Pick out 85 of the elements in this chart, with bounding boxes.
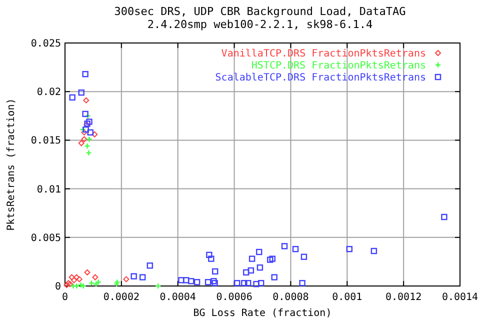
point bbox=[82, 110, 88, 118]
point bbox=[78, 140, 84, 146]
y-tick-label: 0 bbox=[54, 282, 61, 292]
point bbox=[84, 269, 90, 276]
y-tick-label: 0.005 bbox=[30, 232, 61, 244]
point bbox=[146, 262, 154, 269]
point bbox=[139, 274, 146, 280]
point bbox=[82, 126, 89, 133]
point bbox=[69, 94, 76, 101]
point bbox=[281, 243, 288, 250]
point bbox=[204, 279, 212, 286]
y-tick-label: 0.025 bbox=[30, 38, 61, 50]
point bbox=[64, 282, 70, 288]
point bbox=[253, 280, 260, 288]
chart-subtitle: 2.4.20smp web100-2.2.1, sk98-6.1.4 bbox=[147, 18, 373, 31]
point bbox=[71, 277, 78, 284]
point bbox=[188, 278, 194, 284]
point bbox=[258, 280, 264, 286]
legend-label: HSTCP.DRS FractionPktsRetrans bbox=[251, 60, 426, 72]
x-axis-title: BG Loss Rate (fraction) bbox=[193, 308, 332, 319]
point bbox=[130, 273, 137, 280]
point bbox=[256, 264, 264, 271]
point bbox=[155, 282, 162, 290]
point bbox=[243, 269, 250, 276]
point bbox=[267, 256, 274, 263]
point bbox=[84, 142, 90, 150]
point bbox=[182, 277, 190, 284]
point bbox=[370, 248, 378, 254]
point bbox=[212, 280, 218, 286]
chart-title: 300sec DRS, UDP CBR Background Load, DataTAG bbox=[114, 5, 406, 18]
x-tick-label: 0.0012 bbox=[386, 292, 422, 303]
point bbox=[86, 150, 92, 156]
point bbox=[73, 282, 80, 290]
point bbox=[81, 136, 88, 142]
point bbox=[67, 281, 74, 288]
point bbox=[245, 280, 252, 286]
point bbox=[80, 282, 86, 290]
y-tick-label: 0.015 bbox=[30, 136, 61, 147]
x-tick-label: 0.001 bbox=[332, 292, 362, 303]
point bbox=[80, 126, 86, 133]
point bbox=[78, 282, 84, 288]
x-tick-label: 0.0002 bbox=[103, 292, 140, 303]
point bbox=[76, 276, 82, 282]
legend-label: VanillaTCP.DRS FractionPktsRetrans bbox=[221, 48, 426, 60]
point bbox=[271, 274, 278, 280]
point bbox=[292, 246, 299, 252]
point bbox=[83, 97, 90, 104]
point bbox=[74, 274, 80, 280]
point bbox=[86, 136, 92, 142]
point bbox=[210, 278, 217, 284]
point bbox=[114, 279, 120, 286]
point bbox=[92, 274, 98, 280]
y-tick-label: 0.01 bbox=[36, 184, 61, 196]
point bbox=[70, 282, 76, 290]
point bbox=[346, 246, 352, 252]
point bbox=[86, 118, 92, 125]
point bbox=[194, 279, 200, 286]
point bbox=[256, 248, 262, 256]
y-tick-label: 0.02 bbox=[36, 87, 61, 98]
point bbox=[299, 280, 306, 286]
point bbox=[206, 252, 212, 258]
point bbox=[92, 131, 98, 138]
point bbox=[78, 89, 84, 96]
legend-label: ScalableTCP.DRS FractionPktsRetrans bbox=[215, 72, 426, 84]
point bbox=[123, 276, 130, 282]
x-tick-label: 0.0004 bbox=[160, 292, 196, 303]
point bbox=[300, 254, 308, 260]
point bbox=[269, 256, 276, 262]
point bbox=[212, 268, 218, 275]
x-tick-label: 0 bbox=[62, 292, 68, 303]
x-tick-label: 0.0008 bbox=[272, 292, 309, 303]
point bbox=[241, 280, 248, 286]
point bbox=[178, 277, 184, 284]
point bbox=[208, 256, 214, 262]
point bbox=[65, 280, 72, 286]
point bbox=[234, 280, 240, 286]
x-tick-label: 0.0006 bbox=[216, 292, 252, 303]
y-axis-title: PktsRetrans (fraction) bbox=[6, 98, 17, 231]
x-tick-label: 0.0014 bbox=[442, 292, 478, 303]
point bbox=[248, 267, 254, 274]
point bbox=[441, 214, 448, 220]
point bbox=[82, 71, 88, 78]
point bbox=[87, 129, 94, 136]
point bbox=[248, 256, 256, 262]
point bbox=[68, 274, 75, 280]
